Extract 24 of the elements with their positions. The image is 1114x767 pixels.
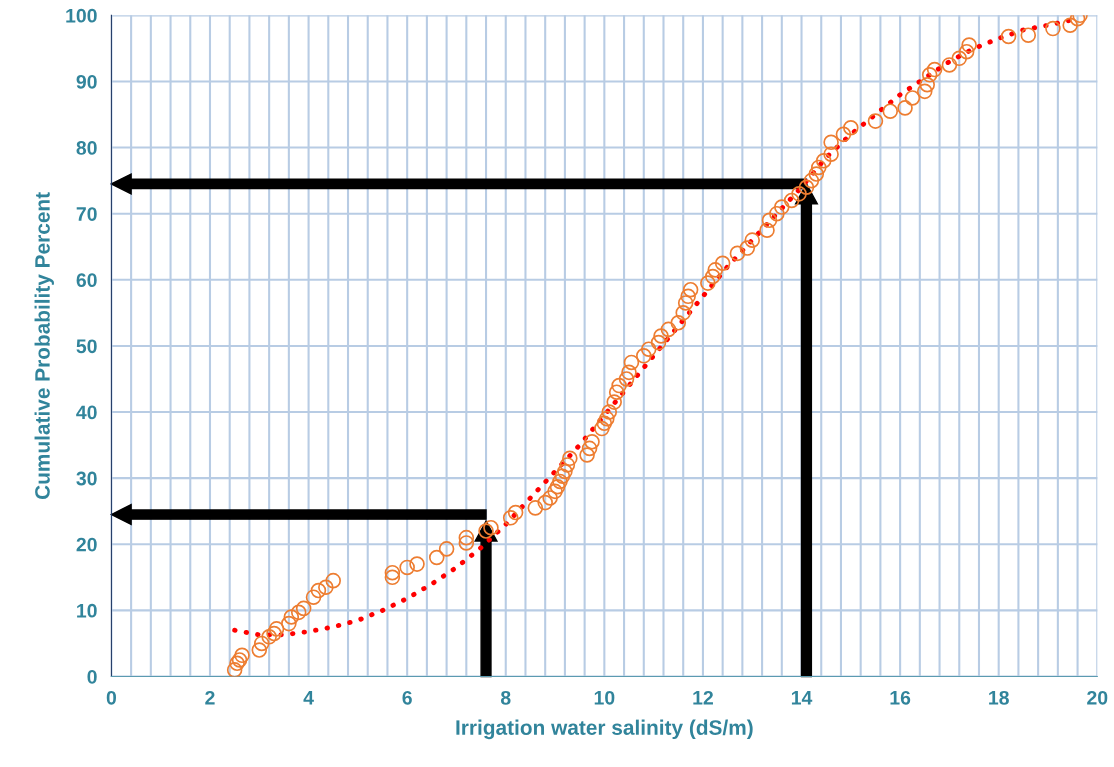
x-tick-label: 18 (989, 690, 1009, 705)
x-tick-label: 2 (205, 690, 215, 705)
y-tick-label: 0 (87, 669, 97, 684)
y-tick-label: 40 (76, 405, 97, 420)
x-tick-label: 16 (890, 690, 911, 705)
y-tick-label: 10 (77, 603, 97, 618)
x-tick-label: 12 (693, 690, 713, 705)
y-tick-label: 70 (76, 207, 97, 221)
x-tick-label: 8 (500, 690, 511, 705)
x-tick-label: 20 (1087, 690, 1108, 705)
y-axis-title: Cumulative Probability Percent (34, 192, 54, 500)
y-tick-label: 100 (66, 8, 97, 23)
y-tick-label: 30 (76, 471, 97, 486)
y-tick-label: 80 (76, 141, 97, 155)
x-tick-label: 10 (594, 690, 615, 705)
x-tick-label: 4 (303, 691, 314, 705)
y-tick-label: 50 (76, 339, 97, 354)
y-tick-label: 60 (76, 273, 97, 288)
y-tick-label: 20 (76, 537, 97, 552)
y-tick-label: 90 (76, 74, 97, 89)
x-tick-label: 6 (402, 690, 412, 705)
x-tick-label: 0 (106, 690, 117, 705)
x-tick-label: 14 (791, 691, 813, 705)
x-axis-title: Irrigation water salinity (dS/m) (456, 719, 753, 740)
